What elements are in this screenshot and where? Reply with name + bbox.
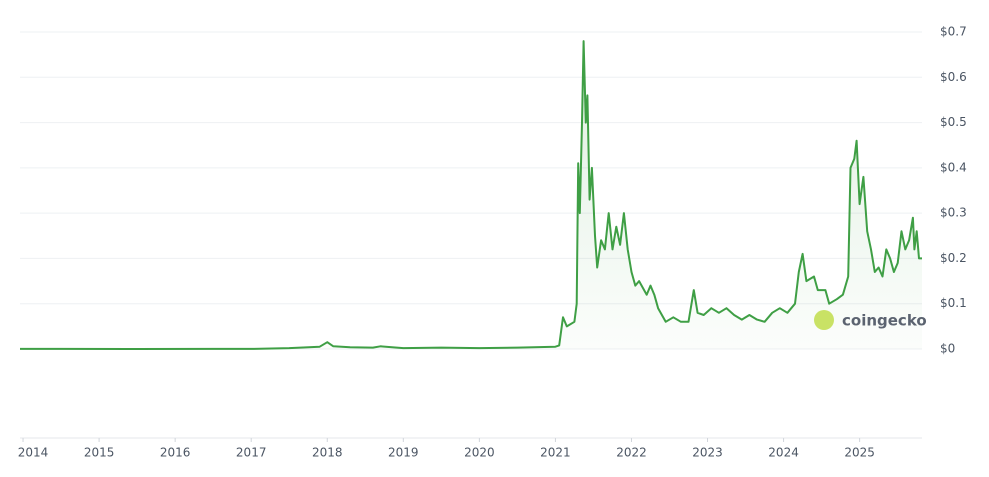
price-line [20,40,922,350]
y-tick-label: $0.4 [940,160,967,174]
x-tick-label: 2020 [464,446,495,460]
x-tick-label: 2017 [236,446,267,460]
x-tick-label: 2025 [844,446,875,460]
y-tick-label: $0.1 [940,296,967,310]
x-tick-label: 2024 [768,446,799,460]
x-tick-label: 2016 [160,446,191,460]
area [20,41,922,349]
x-tick-label: 2019 [388,446,419,460]
watermark: coingecko [842,312,927,330]
y-tick-label: $0.2 [940,251,967,265]
logo [814,310,834,330]
y-tick-label: $0.3 [940,206,967,220]
x-tick-label: 2023 [692,446,723,460]
y-tick-label: $0.7 [940,25,967,39]
x-tick-label: 2015 [84,446,115,460]
x-tick-label: 2014 [18,446,49,460]
x-tick-label: 2022 [616,446,647,460]
y-tick-label: $0 [940,342,955,356]
y-tick-label: $0.6 [940,70,967,84]
x-tick-label: 2018 [312,446,343,460]
y-tick-label: $0.5 [940,115,967,129]
x-tick-label: 2021 [540,446,571,460]
